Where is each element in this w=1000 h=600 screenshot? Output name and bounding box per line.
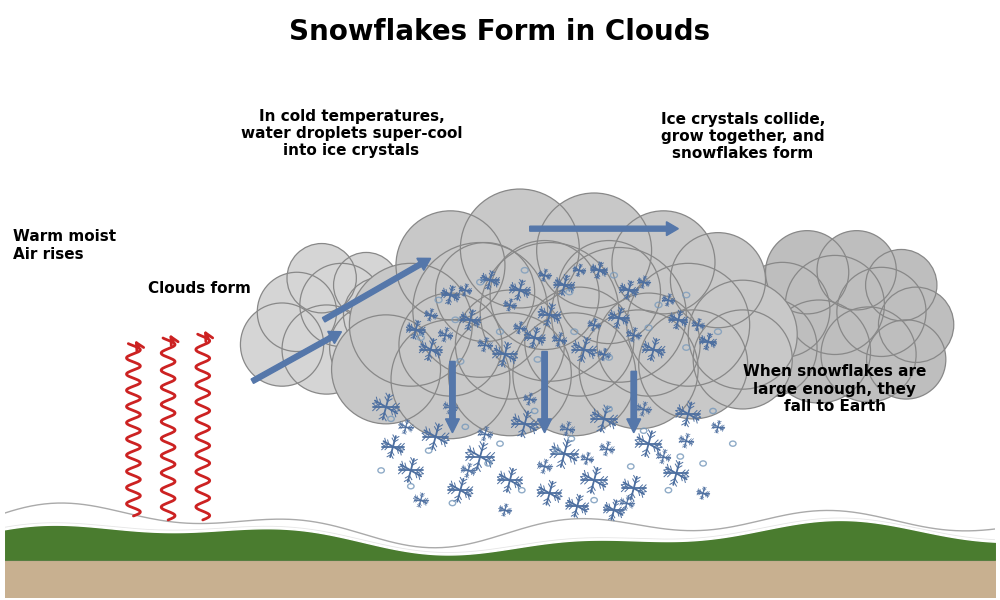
Text: Ice crystals collide,
grow together, and
snowflakes form: Ice crystals collide, grow together, and…: [661, 112, 825, 161]
Circle shape: [817, 230, 896, 310]
Circle shape: [612, 211, 715, 314]
Circle shape: [396, 211, 505, 320]
Text: When snowflakes are
large enough, they
fall to Earth: When snowflakes are large enough, they f…: [743, 364, 927, 414]
Circle shape: [525, 287, 634, 396]
Circle shape: [768, 300, 871, 403]
Circle shape: [460, 189, 579, 308]
Circle shape: [300, 263, 383, 347]
Circle shape: [287, 244, 356, 313]
Circle shape: [718, 298, 817, 397]
Circle shape: [670, 233, 766, 328]
Circle shape: [878, 287, 954, 362]
Circle shape: [552, 247, 686, 382]
Circle shape: [735, 262, 830, 358]
FancyArrow shape: [627, 371, 641, 433]
Circle shape: [343, 277, 419, 353]
Circle shape: [413, 242, 548, 377]
Circle shape: [557, 241, 660, 344]
Circle shape: [537, 193, 652, 308]
Circle shape: [399, 293, 502, 396]
FancyArrow shape: [538, 352, 552, 433]
FancyArrow shape: [322, 258, 431, 322]
FancyArrow shape: [251, 331, 341, 383]
Circle shape: [282, 305, 371, 394]
Circle shape: [448, 313, 571, 436]
Circle shape: [688, 280, 797, 389]
Circle shape: [867, 320, 946, 399]
Circle shape: [785, 256, 884, 355]
Circle shape: [480, 242, 619, 381]
Text: Clouds form: Clouds form: [148, 281, 251, 296]
Circle shape: [639, 310, 748, 419]
Circle shape: [837, 268, 926, 356]
Circle shape: [332, 315, 441, 424]
Circle shape: [334, 253, 399, 318]
Circle shape: [490, 241, 599, 350]
FancyArrow shape: [530, 222, 678, 236]
Text: Warm moist
Air rises: Warm moist Air rises: [13, 229, 116, 262]
Text: In cold temperatures,
water droplets super-cool
into ice crystals: In cold temperatures, water droplets sup…: [241, 109, 462, 158]
Circle shape: [257, 272, 337, 352]
Circle shape: [579, 310, 698, 429]
Circle shape: [455, 290, 564, 399]
Circle shape: [330, 306, 413, 389]
Circle shape: [349, 263, 472, 386]
Text: Snowflakes Form in Clouds: Snowflakes Form in Clouds: [289, 17, 711, 46]
Circle shape: [436, 242, 535, 341]
Circle shape: [627, 263, 750, 386]
Circle shape: [821, 307, 916, 402]
Circle shape: [693, 310, 792, 409]
Circle shape: [766, 230, 849, 314]
Circle shape: [391, 320, 510, 439]
FancyArrow shape: [446, 361, 459, 433]
Circle shape: [866, 250, 937, 321]
Circle shape: [597, 293, 700, 396]
Circle shape: [513, 313, 636, 436]
Circle shape: [240, 303, 324, 386]
